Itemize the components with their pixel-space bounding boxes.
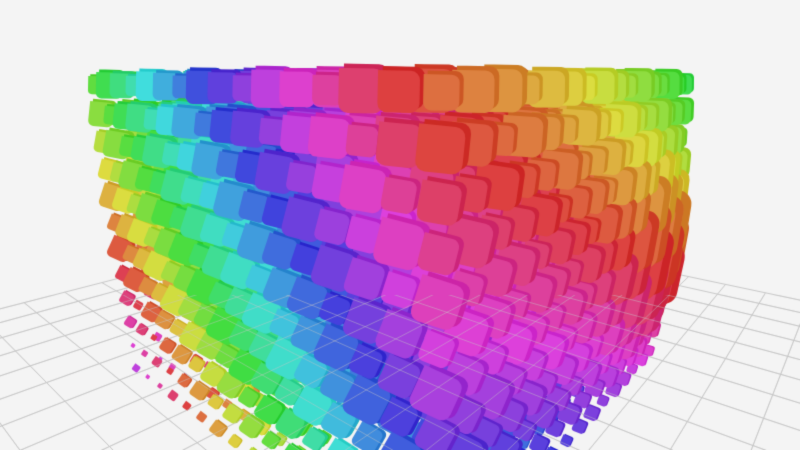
3d-scene-canvas[interactable] xyxy=(0,0,800,450)
scene-viewport xyxy=(0,0,800,450)
